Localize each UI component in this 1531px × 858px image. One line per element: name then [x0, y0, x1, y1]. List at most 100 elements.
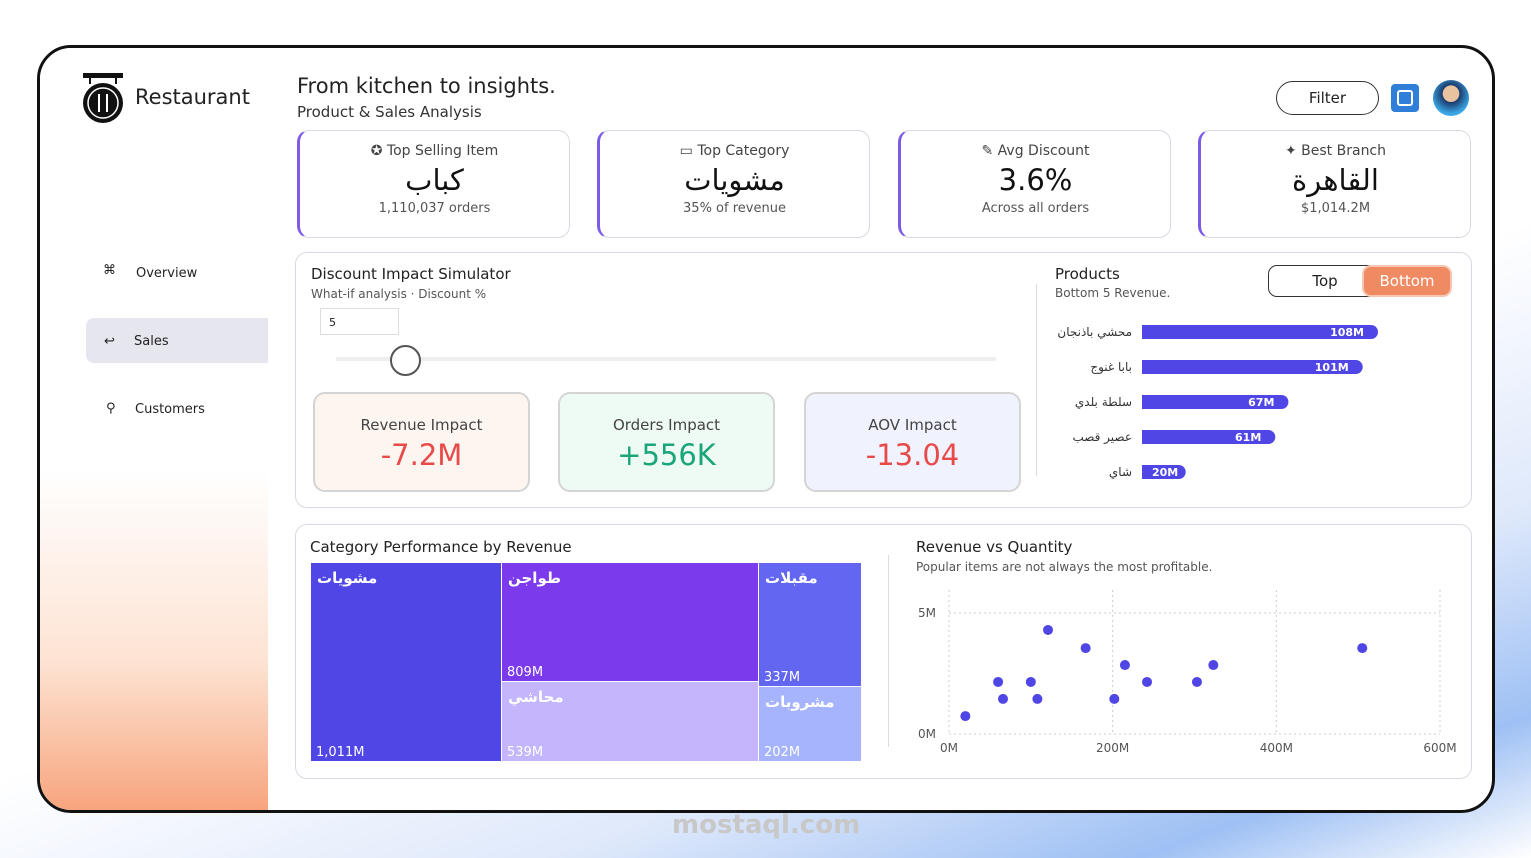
bar-label: سلطة بلدي	[1075, 395, 1132, 409]
simulator-title: Discount Impact Simulator	[311, 265, 511, 283]
bar-cap	[1142, 360, 1150, 374]
treemap-name: محاشي	[508, 688, 564, 706]
impact-card: AOV Impact -13.04	[804, 392, 1021, 492]
treemap-name: طواجن	[508, 569, 561, 587]
nav-icon: ↩	[104, 334, 115, 349]
filter-button[interactable]: Filter	[1276, 81, 1379, 115]
bar	[1142, 360, 1363, 374]
kpi-card: ✪ Top Selling Item كباب 1,110,037 orders	[297, 130, 570, 238]
kpi-label: ✦ Best Branch	[1284, 143, 1387, 159]
kpi-label-text: Top Category	[697, 143, 790, 159]
treemap-name: مشروبات	[765, 693, 835, 711]
kpi-value: 3.6%	[998, 163, 1073, 197]
treemap-cell	[502, 682, 758, 761]
bar-label: عصير قصب	[1072, 430, 1132, 445]
kpi-note: 35% of revenue	[683, 201, 786, 216]
impact-card: Orders Impact +556K	[558, 392, 775, 492]
bar-value: 67M	[1248, 396, 1274, 409]
impact-label: Orders Impact	[612, 416, 721, 434]
kpi-card: ✎ Avg Discount 3.6% Across all orders	[898, 130, 1171, 238]
chart-title: Revenue vs Quantity	[916, 538, 1073, 556]
title: From kitchen to insights.	[297, 74, 556, 98]
bar	[1142, 430, 1276, 444]
watermark: mostaql.com	[672, 810, 861, 840]
point	[1191, 676, 1202, 687]
kpi-label: ✎ Avg Discount	[981, 143, 1090, 159]
brand: Restaurant	[135, 85, 250, 109]
treemap-value: 809M	[507, 665, 543, 680]
treemap-cell	[759, 687, 861, 761]
impact-value: +556K	[617, 438, 716, 472]
chart-title: Products	[1055, 265, 1120, 283]
point	[993, 676, 1004, 687]
treemap-value: 202M	[764, 745, 800, 760]
treemap-cell	[502, 563, 758, 681]
bar-value: 20M	[1152, 466, 1178, 479]
nav-active[interactable]	[86, 318, 268, 363]
kpi-label: ✪ Top Selling Item	[370, 143, 499, 159]
bar-label: محشي باذنجان	[1057, 325, 1132, 339]
nav-item[interactable]: Customers	[135, 402, 205, 417]
bar-value: 108M	[1330, 326, 1364, 339]
avatar[interactable]	[1433, 80, 1469, 116]
point	[998, 693, 1009, 704]
bar-value: 61M	[1235, 431, 1261, 444]
chart-title: Category Performance by Revenue	[310, 538, 572, 556]
chart-subtitle: Bottom 5 Revenue.	[1055, 286, 1171, 300]
bar-label: بابا غنوج	[1090, 360, 1132, 375]
sidebar: Restaurant ⌘ Overview ↩ Sales ⚲ Customer…	[40, 48, 268, 810]
bar-cap	[1142, 325, 1150, 339]
kpi-value: القاهرة	[1292, 163, 1379, 197]
impact-value: -7.2M	[380, 438, 463, 472]
kpi-label-text: Top Selling Item	[386, 143, 499, 159]
kpi-label-text: Avg Discount	[997, 143, 1090, 159]
x-tick-label: 200M	[1096, 741, 1129, 755]
kpi-value: مشويات	[684, 163, 785, 197]
impact-card: Revenue Impact -7.2M	[313, 392, 530, 492]
bar-cap	[1142, 465, 1150, 479]
x-tick-label: 0M	[940, 741, 958, 755]
y-tick-label: 0M	[918, 727, 936, 741]
kpi-note: Across all orders	[981, 201, 1090, 216]
discount-input[interactable]: 5	[320, 308, 399, 335]
linkedin-icon[interactable]	[1391, 84, 1419, 112]
logo	[83, 73, 123, 123]
kpi-card: ▭ Top Category مشويات 35% of revenue	[597, 130, 870, 238]
treemap-value: 337M	[764, 670, 800, 685]
divider	[888, 555, 889, 747]
nav-icon: ⚲	[106, 401, 116, 416]
nav-item[interactable]: Sales	[134, 334, 169, 349]
slider-track[interactable]	[336, 357, 996, 361]
treemap-cell	[759, 563, 861, 686]
nav-item[interactable]: Overview	[136, 266, 198, 281]
divider	[1036, 284, 1037, 476]
bar	[1142, 325, 1378, 339]
bar-cap	[1142, 395, 1150, 409]
treemap-name: مشويات	[317, 569, 377, 587]
toggle-bottom[interactable]: Bottom	[1362, 265, 1452, 297]
point	[1032, 693, 1043, 704]
impact-label: AOV Impact	[868, 416, 957, 434]
point	[1025, 676, 1036, 687]
x-tick-label: 600M	[1423, 741, 1456, 755]
point	[1357, 643, 1368, 654]
point	[1142, 676, 1153, 687]
point	[960, 711, 971, 722]
point	[1208, 660, 1219, 671]
x-tick-label: 400M	[1260, 741, 1293, 755]
slider-knob[interactable]	[390, 345, 421, 376]
kpi-card: ✦ Best Branch القاهرة $1,014.2M	[1198, 130, 1471, 238]
simulator-subtitle: What-if analysis · Discount %	[311, 287, 487, 301]
treemap-name: مقبلات	[765, 569, 818, 587]
impact-label: Revenue Impact	[360, 416, 483, 434]
nav-icon: ⌘	[103, 263, 116, 278]
kpi-label: ▭ Top Category	[679, 143, 790, 159]
bar	[1142, 465, 1186, 479]
subtitle: Product & Sales Analysis	[297, 103, 482, 121]
bar	[1142, 395, 1289, 409]
treemap-cell	[311, 563, 501, 761]
point	[1119, 660, 1130, 671]
point	[1109, 693, 1120, 704]
